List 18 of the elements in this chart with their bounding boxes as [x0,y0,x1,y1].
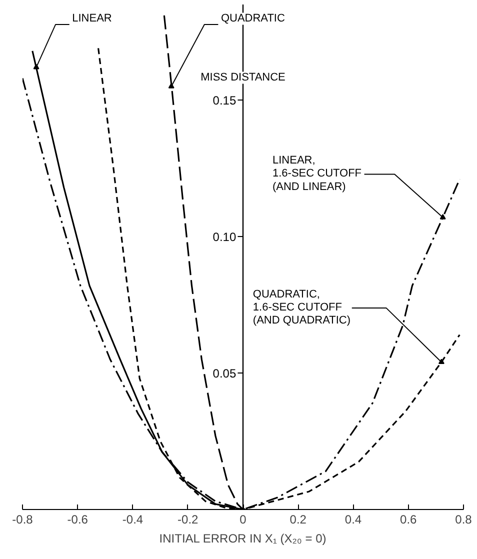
y-tick-label: 0.15 [212,94,236,108]
annotation: LINEAR, 1.6-SEC CUTOFF (AND LINEAR) [272,154,362,193]
x-tick-label: -0.8 [12,512,34,526]
x-tick-label: 0.8 [455,512,472,526]
annotation: QUADRATIC, 1.6-SEC CUTOFF (AND QUADRATIC) [252,288,350,327]
x-tick-label: 0 [240,512,247,526]
y-tick-label: 0.10 [212,230,236,244]
y-tick-label: 0.05 [212,366,236,381]
x-tick-label: 0.2 [290,512,307,526]
x-tick-label: 0.4 [344,512,362,526]
annotation: LINEAR [72,12,112,25]
annotation: QUADRATIC [220,12,285,25]
x-tick-label: -0.6 [67,512,88,526]
x-axis-title: INITIAL ERROR IN X₁ (X₂₀ = 0) [159,532,326,546]
y-axis-title: MISS DISTANCE [200,72,286,84]
x-tick-label: 0.6 [400,512,418,526]
x-tick-label: -0.4 [122,512,144,526]
x-tick-label: -0.2 [178,512,199,526]
